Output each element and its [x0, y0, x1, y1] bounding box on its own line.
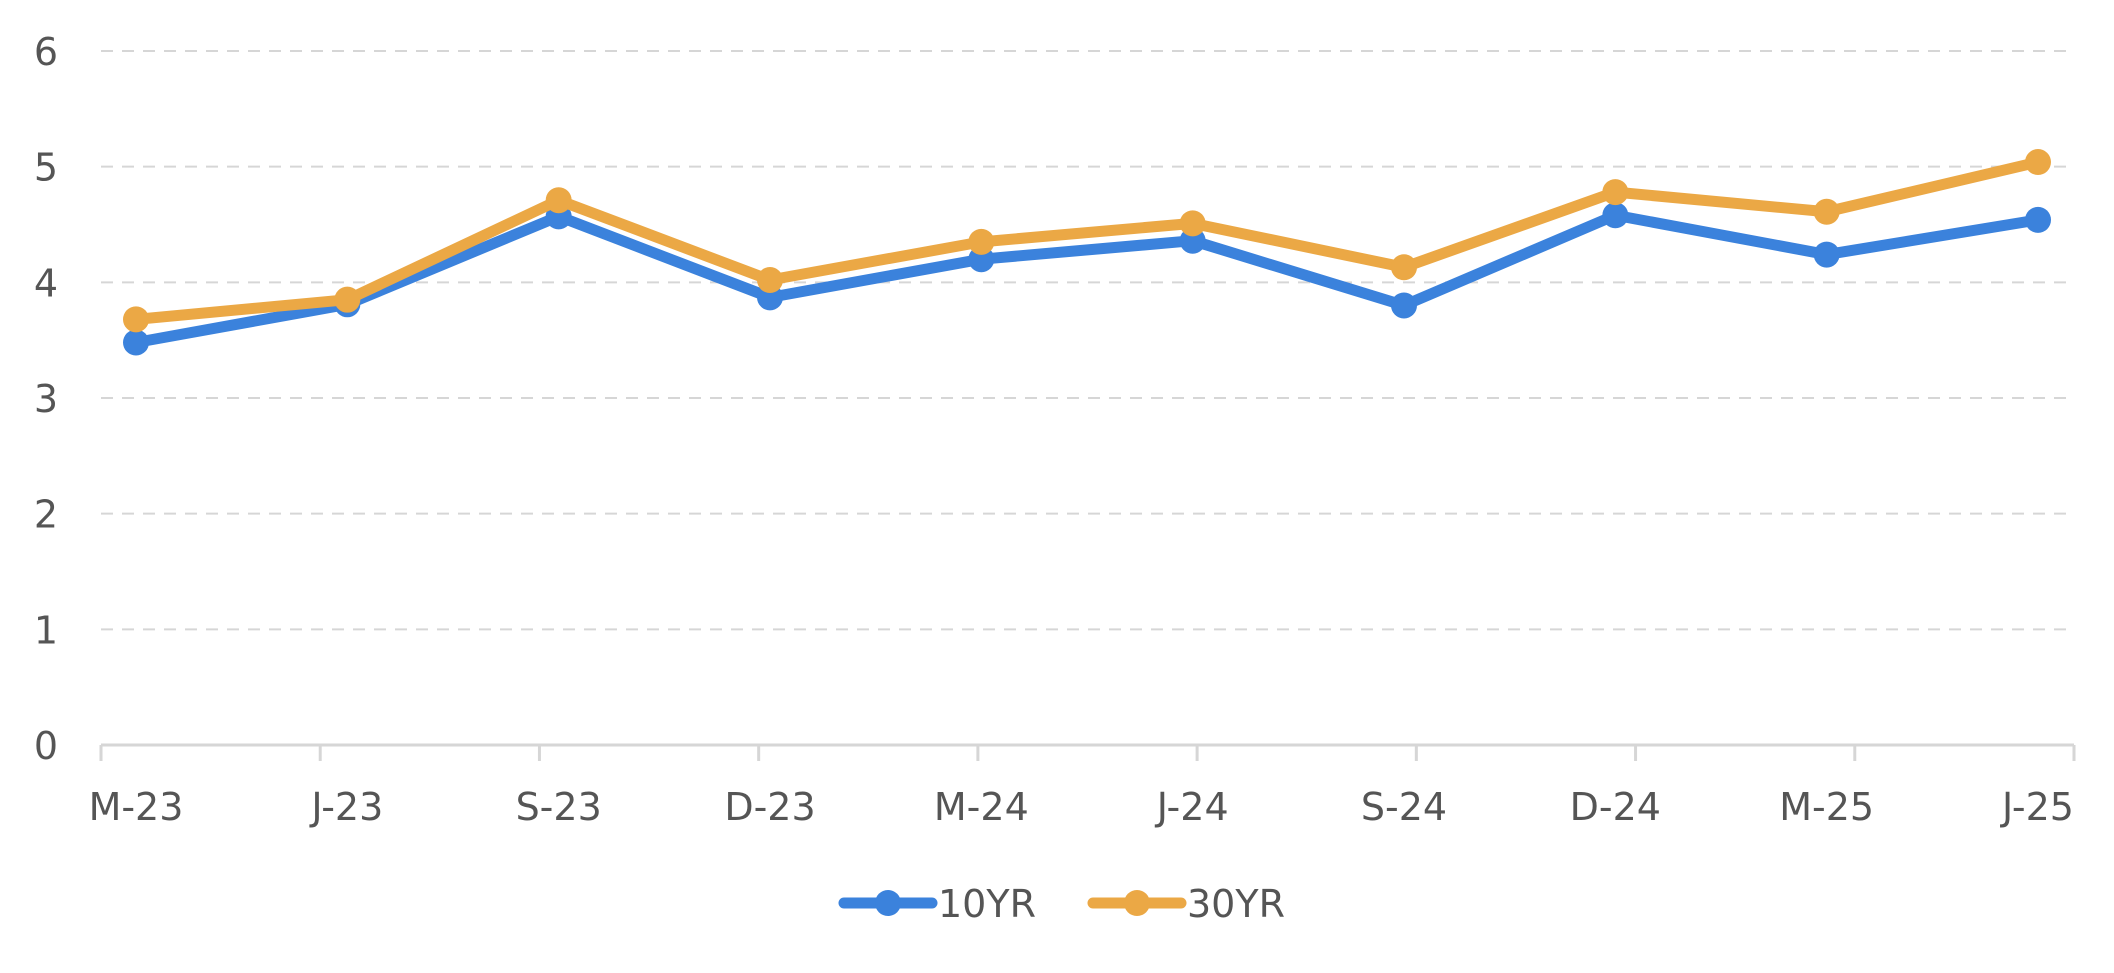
legend-marker — [875, 890, 901, 916]
legend: 10YR 30YR — [838, 882, 1285, 926]
data-point — [1179, 210, 1206, 237]
data-point — [1813, 241, 1840, 268]
y-tick-label: 3 — [34, 377, 58, 421]
y-tick-label: 0 — [34, 724, 58, 768]
y-tick-label: 5 — [34, 146, 58, 190]
x-tick-label: J-23 — [309, 785, 383, 829]
data-point — [1602, 179, 1629, 206]
y-tick-label: 2 — [34, 493, 58, 537]
legend-label: 10YR — [938, 882, 1036, 926]
legend-item-30yr: 30YR — [1087, 882, 1285, 926]
x-axis — [99, 743, 2076, 761]
data-point — [123, 329, 149, 356]
series-30yr — [123, 149, 2051, 333]
series-line — [130, 156, 2044, 325]
y-tick-label: 4 — [34, 261, 58, 305]
data-point — [1391, 254, 1417, 281]
x-tick-label: M-25 — [1779, 785, 1874, 829]
x-tick-label: J-25 — [2000, 785, 2074, 829]
x-tick-label: S-23 — [516, 785, 602, 829]
series — [123, 149, 2051, 356]
data-point — [757, 267, 783, 294]
data-point — [123, 306, 149, 333]
data-point — [968, 228, 995, 255]
x-tick-label: S-24 — [1361, 785, 1447, 829]
data-point — [1602, 202, 1629, 229]
x-axis-ticks: M-23 J-23 S-23 D-23 M-24 J-24 S-24 D-24 M-25 J-25 — [89, 785, 2074, 829]
legend-marker — [1124, 890, 1150, 916]
x-tick-label: J-24 — [1155, 785, 1229, 829]
data-point — [2025, 206, 2051, 233]
grid-lines — [101, 50, 2074, 631]
data-point — [334, 286, 361, 313]
x-tick-label: D-23 — [724, 785, 815, 829]
y-tick-label: 1 — [34, 608, 58, 652]
series-10yr — [123, 202, 2051, 356]
x-tick-label: D-24 — [1570, 785, 1661, 829]
x-tick-label: M-24 — [934, 785, 1029, 829]
x-tick-label: M-23 — [89, 785, 184, 829]
legend-item-10yr: 10YR — [838, 882, 1036, 926]
legend-label: 30YR — [1187, 882, 1285, 926]
series-line — [130, 209, 2044, 348]
data-point — [1813, 198, 1840, 225]
data-point — [545, 187, 572, 214]
data-point — [1391, 292, 1417, 319]
y-tick-label: 6 — [34, 30, 58, 74]
y-axis-ticks: 0 1 2 3 4 5 6 — [34, 30, 58, 768]
data-point — [2025, 149, 2051, 176]
